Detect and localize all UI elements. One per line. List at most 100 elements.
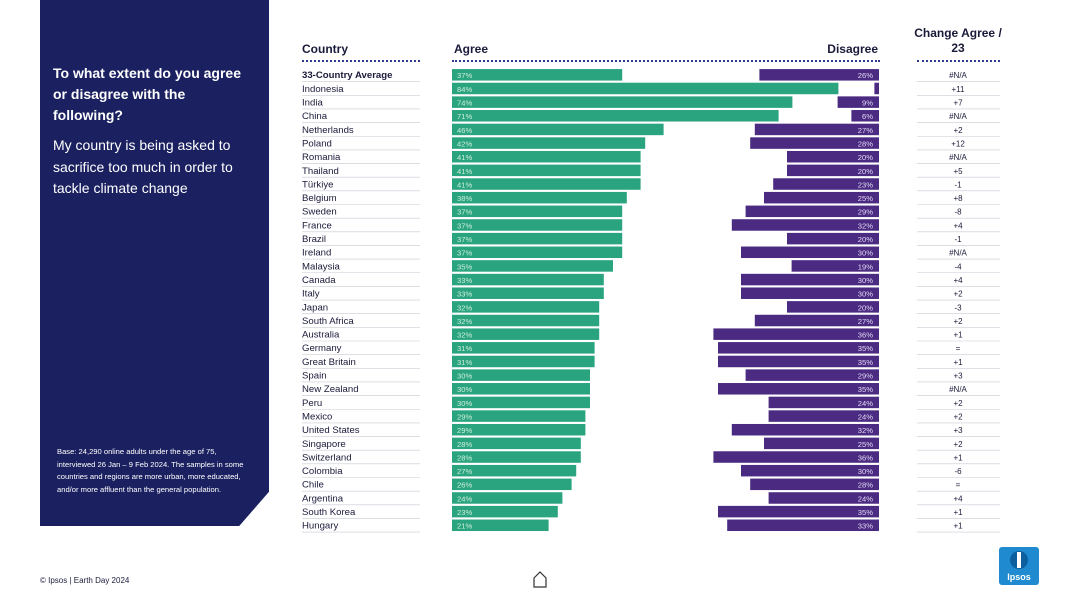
country-label: Colombia — [302, 466, 343, 477]
ipsos-logo: Ipsos — [999, 547, 1039, 585]
country-label: Indonesia — [302, 84, 344, 95]
agree-value-label: 37% — [457, 249, 472, 258]
disagree-value-label: 20% — [858, 167, 873, 176]
disagree-bar — [787, 232, 879, 245]
agree-value-label: 33% — [457, 290, 472, 299]
agree-bar — [452, 273, 604, 286]
agree-value-label: 37% — [457, 235, 472, 244]
change-value: #N/A — [949, 385, 967, 394]
change-value: = — [956, 481, 961, 490]
agree-bar — [452, 191, 627, 204]
agree-bar — [452, 437, 581, 450]
disagree-value-label: 36% — [858, 331, 873, 340]
agree-value-label: 32% — [457, 317, 472, 326]
change-value: -3 — [954, 303, 962, 312]
disagree-value-label: 20% — [858, 235, 873, 244]
agree-bar — [452, 519, 549, 532]
disagree-bar — [741, 246, 879, 259]
agree-bar — [452, 423, 586, 436]
agree-value-label: 33% — [457, 276, 472, 285]
agree-value-label: 24% — [457, 494, 472, 503]
country-label: Italy — [302, 289, 320, 300]
agree-value-label: 71% — [457, 112, 472, 121]
disagree-bar — [745, 205, 879, 218]
disagree-value-label: 20% — [858, 153, 873, 162]
country-label: Great Britain — [302, 357, 356, 368]
country-label: Canada — [302, 275, 336, 286]
disagree-bar — [713, 328, 879, 340]
disagree-value-label: 26% — [858, 71, 873, 80]
agree-value-label: 32% — [457, 331, 472, 340]
change-value: +1 — [953, 508, 963, 517]
country-label: Poland — [302, 138, 332, 149]
disagree-bar — [837, 96, 879, 108]
disagree-value-label: 23% — [858, 180, 873, 189]
disagree-value-label: 30% — [858, 467, 873, 476]
disagree-value-label: 35% — [858, 358, 873, 367]
disagree-value-label: 30% — [858, 290, 873, 299]
agree-bar — [452, 342, 595, 354]
question-panel: To what extent do you agree or disagree … — [40, 0, 269, 526]
agree-value-label: 42% — [457, 139, 472, 148]
change-value: -1 — [954, 235, 962, 244]
country-column-header: Country — [302, 42, 348, 56]
country-label: Germany — [302, 343, 342, 354]
country-label: Hungary — [302, 521, 338, 532]
change-value: +1 — [953, 522, 963, 531]
disagree-value-label: 24% — [858, 494, 873, 503]
change-column-header: Change Agree / 23 — [914, 26, 1002, 55]
agree-bar — [452, 369, 590, 381]
disagree-bar — [731, 423, 879, 436]
country-label: Singapore — [302, 439, 346, 450]
disagree-bar — [764, 437, 879, 450]
disagree-bar — [741, 273, 879, 286]
change-value: -8 — [954, 208, 962, 217]
country-label: South Korea — [302, 507, 356, 518]
disagree-bar — [768, 410, 879, 422]
change-value: +1 — [953, 331, 963, 340]
agree-bar — [452, 110, 779, 122]
agree-bar — [452, 164, 641, 177]
agree-value-label: 21% — [457, 522, 472, 531]
country-label: France — [302, 220, 332, 231]
change-value: +7 — [953, 99, 963, 108]
country-label: Japan — [302, 302, 328, 313]
agree-bar — [452, 260, 613, 272]
change-value: +2 — [953, 317, 963, 326]
change-value: -6 — [954, 467, 962, 476]
disagree-value-label: 25% — [858, 440, 873, 449]
disagree-bar — [764, 191, 879, 204]
agree-value-label: 27% — [457, 467, 472, 476]
disagree-value-label: 30% — [858, 249, 873, 258]
disagree-bar — [750, 478, 879, 491]
agree-value-label: 41% — [457, 153, 472, 162]
agree-value-label: 41% — [457, 180, 472, 189]
country-label: Malaysia — [302, 261, 341, 272]
footer-credit: © Ipsos | Earth Day 2024 — [40, 576, 130, 585]
change-value: -4 — [954, 262, 962, 271]
disagree-column-header: Disagree — [827, 42, 878, 56]
disagree-value-label: 28% — [858, 481, 873, 490]
agree-bar — [452, 314, 600, 327]
agree-value-label: 30% — [457, 399, 472, 408]
agree-bar — [452, 478, 572, 491]
country-label: Peru — [302, 398, 322, 409]
country-label: Sweden — [302, 207, 337, 218]
disagree-value-label: 27% — [858, 317, 873, 326]
home-icon[interactable] — [532, 570, 548, 588]
country-label: India — [302, 98, 323, 109]
country-label: Ireland — [302, 248, 331, 259]
bars-header-rule — [452, 60, 880, 62]
agree-bar — [452, 383, 590, 395]
change-value: +5 — [953, 167, 963, 176]
agree-value-label: 37% — [457, 208, 472, 217]
change-value: +4 — [953, 221, 963, 230]
change-value: +3 — [953, 372, 963, 381]
country-label: Argentina — [302, 493, 344, 504]
agree-bar — [452, 396, 590, 409]
change-value: #N/A — [949, 249, 967, 258]
change-value: +11 — [952, 85, 966, 94]
agree-bar — [452, 219, 623, 231]
agree-value-label: 29% — [457, 412, 472, 421]
